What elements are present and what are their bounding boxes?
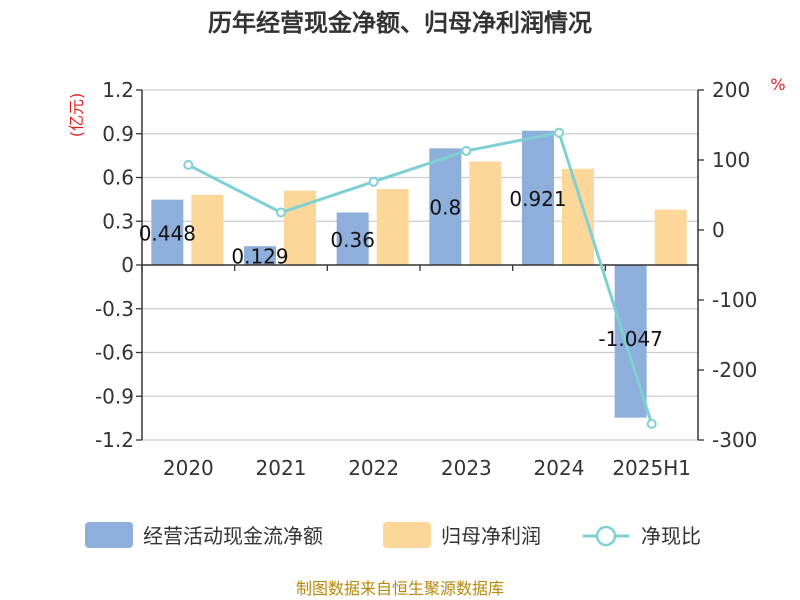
bar-profit [469,161,502,265]
left-tick-label: 0 [121,253,134,277]
x-axis-ticks: 2020 2021 2022 2023 2024 2025H1 [163,456,691,480]
legend: 经营活动现金流净额 归母净利润 净现比 [85,522,701,548]
axes [136,89,704,441]
right-tick-label: 200 [712,78,750,102]
legend-swatch-cashflow [85,522,133,548]
right-axis-unit: % [770,75,785,94]
bar-cashflow [429,148,462,265]
ratio-line [183,127,657,429]
bar-profit [376,189,409,265]
legend-label-cashflow: 经营活动现金流净额 [143,524,323,548]
ratio-point [646,418,657,429]
bar-cashflow [336,212,369,265]
left-tick-label: -0.3 [95,297,134,321]
left-tick-label: -0.6 [95,341,134,365]
bar-value-label: 0.129 [231,245,288,269]
x-tick-label: 2020 [163,456,214,480]
bar-value-label: 0.921 [509,187,566,211]
bar-cashflow [151,199,184,265]
right-tick-label: -300 [712,428,757,452]
right-tick-label: -200 [712,358,757,382]
legend-marker-ratio [595,525,617,547]
bar-value-label: 0.36 [330,228,375,252]
ratio-point [276,207,286,218]
x-tick-label: 2025H1 [612,456,691,480]
left-tick-label: 1.2 [102,78,134,102]
right-tick-label: -100 [712,288,757,312]
bar-profit [654,209,687,265]
grid-lines [142,89,698,441]
legend-label-ratio: 净现比 [641,524,701,548]
bar-cashflow [522,130,554,265]
bar-value-label: 0.448 [139,221,196,245]
bar-profit [191,195,224,265]
chart-title: 历年经营现金净额、归母净利润情况 [208,9,592,37]
left-tick-label: 0.3 [102,209,134,233]
right-axis-ticks: 200 100 0 -100 -200 -300 [712,78,757,452]
bar-cashflow [244,246,276,265]
ratio-point [368,176,379,187]
left-axis-unit: (亿元) [67,93,86,138]
right-tick-label: 0 [712,218,725,242]
data-labels: 0.448 0.129 0.36 0.8 0.921 -1.047 [139,187,663,351]
legend-swatch-profit [383,522,431,548]
left-tick-label: -1.2 [95,428,134,452]
ratio-point [461,145,472,156]
left-tick-label: 0.9 [102,122,134,146]
bar-value-label: 0.8 [429,196,461,220]
x-tick-label: 2024 [534,456,585,480]
ratio-point [554,127,564,138]
bars [151,130,687,418]
data-source: 制图数据来自恒生聚源数据库 [296,579,504,598]
bar-value-label: -1.047 [598,327,662,351]
x-tick-label: 2022 [348,456,399,480]
x-tick-label: 2023 [441,456,492,480]
x-tick-label: 2021 [256,456,307,480]
right-tick-label: 100 [712,148,750,172]
left-tick-label: -0.9 [95,384,134,408]
bar-profit [562,168,594,265]
ratio-point [183,159,194,170]
left-tick-label: 0.6 [102,166,134,190]
left-axis-ticks: 1.2 0.9 0.6 0.3 0 -0.3 -0.6 -0.9 -1.2 [95,78,134,452]
legend-label-profit: 归母净利润 [441,524,541,548]
ratio-polyline [187,130,654,425]
